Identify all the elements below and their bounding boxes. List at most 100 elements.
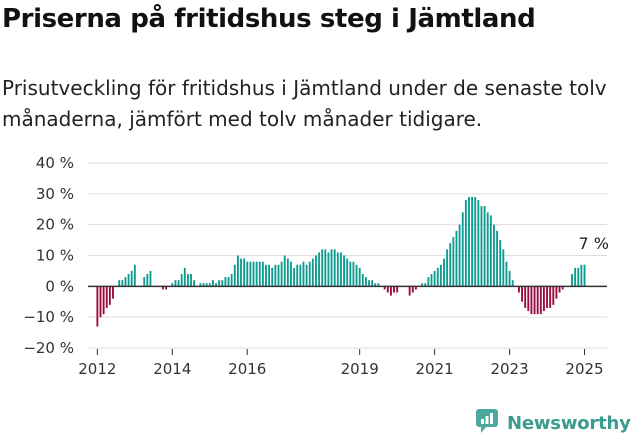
bar	[443, 258, 445, 287]
bar	[433, 270, 436, 287]
bar	[255, 261, 258, 287]
bar	[358, 267, 361, 287]
y-tick-label: −20 %	[23, 339, 74, 357]
bar	[411, 286, 414, 293]
bar	[458, 224, 461, 287]
bar	[340, 252, 342, 287]
bar	[408, 286, 411, 296]
y-tick-label: 0 %	[45, 277, 74, 295]
bar	[571, 274, 573, 287]
bar	[268, 264, 271, 287]
bar	[305, 264, 308, 287]
bar	[224, 277, 227, 287]
bar	[439, 264, 442, 287]
bar-chart: −20 %−10 %0 %10 %20 %30 %40 % 2012 2014 20…	[23, 154, 609, 378]
bar	[346, 258, 349, 287]
bar	[530, 286, 533, 315]
bar	[211, 280, 214, 287]
bar	[524, 286, 527, 308]
bar	[474, 196, 477, 287]
bar	[271, 267, 274, 287]
x-tick-label: 2012	[78, 360, 116, 378]
y-tick-label: 20 %	[36, 216, 74, 234]
bar	[249, 261, 252, 287]
bar	[230, 274, 233, 287]
bar	[165, 286, 168, 290]
bar	[199, 283, 202, 287]
bar	[243, 258, 246, 287]
bar	[324, 249, 327, 287]
bar	[361, 274, 364, 287]
bar	[233, 264, 236, 287]
bar	[121, 280, 124, 287]
bar	[274, 264, 277, 287]
bar	[193, 280, 196, 287]
bar	[480, 206, 483, 287]
bar	[539, 286, 542, 315]
bar	[146, 274, 149, 287]
bar	[252, 261, 255, 287]
bar	[96, 286, 99, 327]
bar	[343, 255, 346, 287]
bar	[464, 200, 467, 287]
y-tick-label: 30 %	[36, 185, 74, 203]
bar	[424, 283, 427, 287]
bar	[283, 255, 286, 287]
bar	[555, 286, 558, 299]
bar	[561, 286, 564, 290]
bar	[333, 249, 336, 287]
bar	[236, 255, 239, 287]
bar	[455, 230, 458, 287]
bar	[177, 280, 180, 287]
x-axis-labels: 2012 2014 2016 2019 2021 2023 2025	[78, 360, 603, 378]
bar	[486, 212, 489, 287]
bar	[215, 283, 217, 287]
bar	[180, 274, 183, 287]
bar	[315, 255, 317, 287]
bar	[133, 264, 136, 287]
bar	[536, 286, 539, 315]
bar	[299, 264, 302, 287]
bar	[533, 286, 536, 315]
bar	[171, 283, 174, 287]
bar	[393, 286, 395, 293]
bar	[499, 240, 502, 287]
bar	[430, 274, 433, 287]
bar	[124, 277, 127, 287]
bar	[130, 270, 133, 287]
bar	[221, 280, 224, 287]
bar	[127, 274, 130, 287]
bar	[277, 264, 280, 287]
bar	[143, 277, 146, 287]
bar	[461, 212, 464, 287]
bar	[505, 261, 508, 287]
bar	[364, 277, 367, 287]
x-tick-label: 2019	[341, 360, 379, 378]
bar	[377, 283, 380, 287]
y-axis-labels: −20 % −10 % 0 % 10 % 20 % 30 % 40 %	[23, 154, 74, 357]
bar	[521, 286, 523, 302]
bar	[118, 280, 121, 287]
bar	[389, 286, 392, 296]
bar	[493, 224, 495, 287]
bar	[414, 286, 417, 290]
bar	[421, 283, 424, 287]
bar	[202, 283, 205, 287]
brand-name: Newsworthy	[507, 412, 631, 434]
bar	[546, 286, 548, 308]
bar	[112, 286, 114, 299]
bar	[580, 264, 583, 287]
bar	[327, 252, 330, 287]
bar	[477, 200, 480, 287]
newsworthy-brand[interactable]: Newsworthy	[475, 408, 631, 438]
bar	[468, 196, 470, 287]
bar	[427, 277, 430, 287]
bar	[149, 270, 152, 287]
bar	[183, 267, 186, 287]
bar	[511, 280, 514, 287]
bar	[527, 286, 530, 311]
bar	[446, 249, 449, 287]
bar	[330, 249, 333, 287]
bar	[162, 286, 164, 290]
bar	[227, 277, 230, 287]
